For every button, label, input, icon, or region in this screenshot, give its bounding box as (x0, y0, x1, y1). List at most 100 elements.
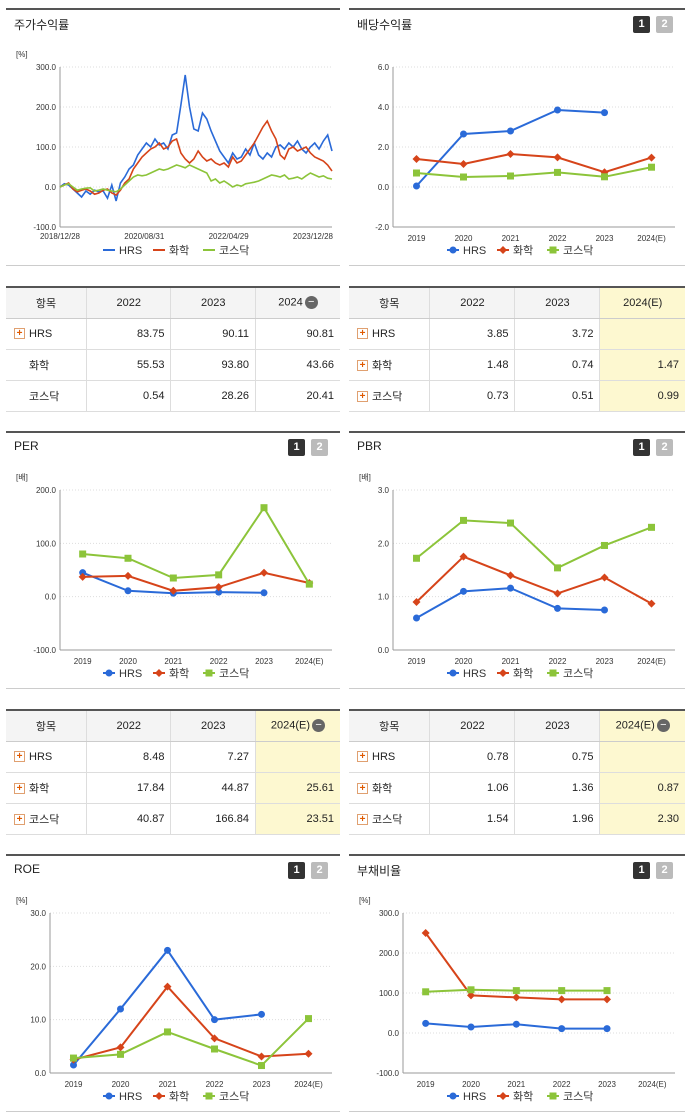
y-tick-label: 2.0 (378, 539, 390, 548)
x-tick-label: 2023/12/28 (293, 232, 334, 241)
page-1-button[interactable]: 1 (633, 16, 650, 33)
column-header: 2022 (85, 287, 171, 319)
row-label: + 화학 (349, 772, 430, 804)
kosdaq-point (124, 554, 132, 562)
dividend-table: 항목 2022 2023 2024(E) + HRS 3.85 3.72 + 화학 1.48 0.74… (349, 286, 685, 412)
kosdaq-point (558, 987, 566, 995)
chemical-line (59, 119, 333, 196)
collapse-icon[interactable]: − (656, 719, 670, 733)
page-2-button[interactable]: 2 (656, 16, 673, 33)
table-cell: 90.11 (170, 318, 256, 350)
x-tick-label: 2021 (164, 657, 182, 666)
chemical-point (169, 586, 178, 595)
page-2-button[interactable]: 2 (311, 439, 328, 456)
expand-icon[interactable]: + (357, 751, 368, 763)
column-header: 2022 (429, 710, 515, 742)
panel-header: ROE 1 2 (6, 856, 340, 882)
column-header: 항목 (349, 287, 430, 319)
row-label: + HRS (349, 741, 430, 773)
x-tick-label: 2020 (112, 1080, 130, 1089)
expand-icon[interactable]: + (14, 783, 25, 795)
hrs-line (59, 74, 333, 202)
kosdaq-point (603, 987, 611, 995)
expand-icon[interactable]: + (14, 328, 25, 340)
chemical-legend-label: 화학 (169, 244, 189, 257)
hrs-legend-label: HRS (119, 245, 142, 257)
page-buttons: 1 2 (633, 439, 673, 456)
page-2-button[interactable]: 2 (656, 862, 673, 879)
kosdaq-point (601, 173, 608, 181)
page-buttons: 1 2 (633, 16, 673, 33)
expand-icon[interactable]: + (357, 360, 368, 372)
kosdaq-point (601, 541, 608, 549)
kosdaq-legend-label: 코스닥 (563, 1090, 593, 1103)
table-cell: 1.96 (514, 803, 600, 835)
page-1-button[interactable]: 1 (288, 862, 305, 879)
column-header: 2024(E) − (254, 710, 340, 742)
chemical-point (647, 153, 656, 162)
expand-icon[interactable]: + (14, 814, 25, 826)
page-2-button[interactable]: 2 (656, 439, 673, 456)
panel-header: PBR 1 2 (349, 433, 685, 459)
hrs-point (422, 1019, 430, 1027)
x-tick-label: 2024(E) (295, 657, 324, 666)
chemical-point (506, 150, 515, 158)
page-buttons: 1 2 (288, 439, 328, 456)
unit-label: [배] (16, 473, 28, 482)
chemical-point (467, 991, 475, 1000)
expand-icon[interactable]: + (357, 783, 368, 795)
panel-title: ROE (14, 862, 41, 876)
chemical-point (512, 993, 521, 1002)
panel-title: 주가수익률 (14, 18, 70, 32)
table-row: + HRS 8.48 7.27 (6, 741, 340, 773)
expand-icon[interactable]: + (357, 391, 368, 403)
chemical-point (647, 599, 656, 608)
kosdaq-line (82, 505, 311, 585)
collapse-icon[interactable]: − (312, 719, 326, 733)
chemical-point (78, 572, 87, 581)
kosdaq-legend-point (549, 669, 557, 677)
y-tick-label: -100.0 (33, 223, 56, 232)
x-tick-label: 2023 (598, 1080, 616, 1089)
column-header: 2023 (514, 287, 600, 319)
chemical-line (82, 571, 310, 592)
hrs-legend-label: HRS (463, 245, 486, 257)
table-cell: 2.30 (599, 803, 685, 835)
expand-icon[interactable]: + (357, 814, 368, 826)
kosdaq-line (415, 519, 652, 570)
hrs-legend-point (449, 246, 457, 254)
chemical-legend-label: 화학 (169, 1090, 189, 1103)
chemical-point (124, 571, 132, 580)
column-header: 2023 (170, 287, 256, 319)
x-tick-label: 2022 (553, 1080, 571, 1089)
row-label: + 코스닥 (349, 803, 430, 835)
page-1-button[interactable]: 1 (633, 862, 650, 879)
page-2-button[interactable]: 2 (311, 862, 328, 879)
kosdaq-point (507, 519, 514, 527)
row-label: + HRS (6, 741, 87, 773)
chemical-point (412, 598, 421, 606)
page-1-button[interactable]: 1 (288, 439, 305, 456)
kosdaq-point (413, 169, 420, 177)
expand-icon[interactable]: + (357, 328, 368, 340)
table-cell: 166.84 (170, 803, 256, 835)
chemical-point (553, 153, 562, 162)
debt-ratio-chart: 300.0 200.0 100.0 0.0 -100.0 [%] 2019 2020 2021 2… (359, 896, 675, 1103)
x-tick-label: 2022 (206, 1080, 224, 1089)
kosdaq-point (305, 580, 313, 588)
hrs-line (72, 948, 262, 1066)
table-header-row: 항목 2022 2023 2024− (6, 287, 340, 319)
unit-label: [%] (359, 896, 371, 905)
hrs-point (215, 588, 223, 596)
table-cell (599, 318, 685, 350)
hrs-legend-label: HRS (463, 1091, 486, 1103)
chemical-point (257, 1052, 266, 1061)
page-1-button[interactable]: 1 (633, 439, 650, 456)
table-cell: 0.75 (514, 741, 600, 773)
x-tick-label: 2019 (408, 234, 426, 243)
kosdaq-legend-label: 코스닥 (563, 667, 593, 680)
chemical-point (260, 568, 268, 577)
collapse-icon[interactable]: − (304, 296, 318, 310)
row-label: + HRS (6, 318, 87, 350)
expand-icon[interactable]: + (14, 751, 25, 763)
